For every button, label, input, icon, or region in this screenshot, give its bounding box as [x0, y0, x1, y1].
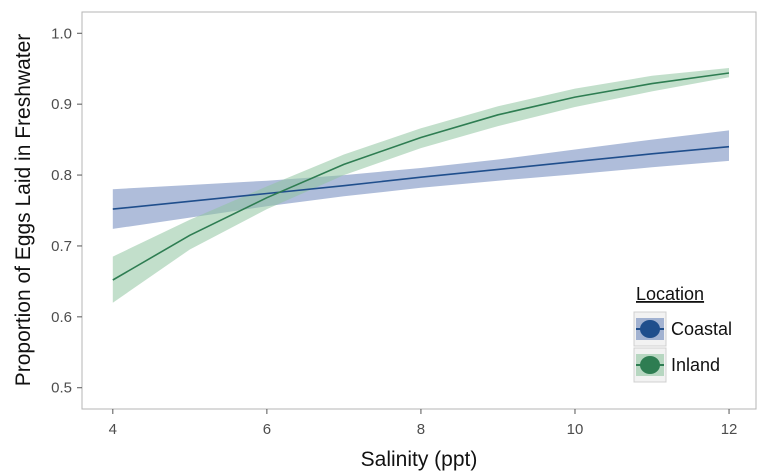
coastal-fit-line [112, 145, 730, 210]
inland-legend-label: Inland [671, 355, 720, 375]
coastal-legend-label: Coastal [671, 319, 732, 339]
x-tick-label: 12 [721, 421, 738, 438]
confidence-bands [112, 68, 730, 303]
x-tick-label: 10 [567, 421, 584, 438]
legend: Location Coastal Inland [633, 284, 732, 383]
x-tick-label: 6 [263, 421, 271, 438]
y-tick-label: 0.8 [51, 167, 72, 184]
inland-fit-line [112, 72, 730, 281]
x-tick-label: 8 [417, 421, 425, 438]
legend-items: Coastal Inland [633, 311, 732, 383]
y-tick-label: 0.7 [51, 238, 72, 255]
y-tick-label: 0.5 [51, 380, 72, 397]
y-axis-title: Proportion of Eggs Laid in Freshwater [12, 34, 35, 387]
y-tick-label: 0.6 [51, 309, 72, 326]
x-axis-title: Salinity (ppt) [361, 448, 478, 471]
fit-lines [112, 72, 730, 281]
y-tick-label: 0.9 [51, 96, 72, 113]
legend-title: Location [636, 284, 704, 304]
y-axis: 0.5 0.6 0.7 0.8 0.9 1.0 [51, 25, 82, 397]
x-tick-label: 4 [109, 421, 117, 438]
y-tick-label: 1.0 [51, 25, 72, 42]
x-axis: 4 6 8 10 12 [109, 409, 738, 438]
